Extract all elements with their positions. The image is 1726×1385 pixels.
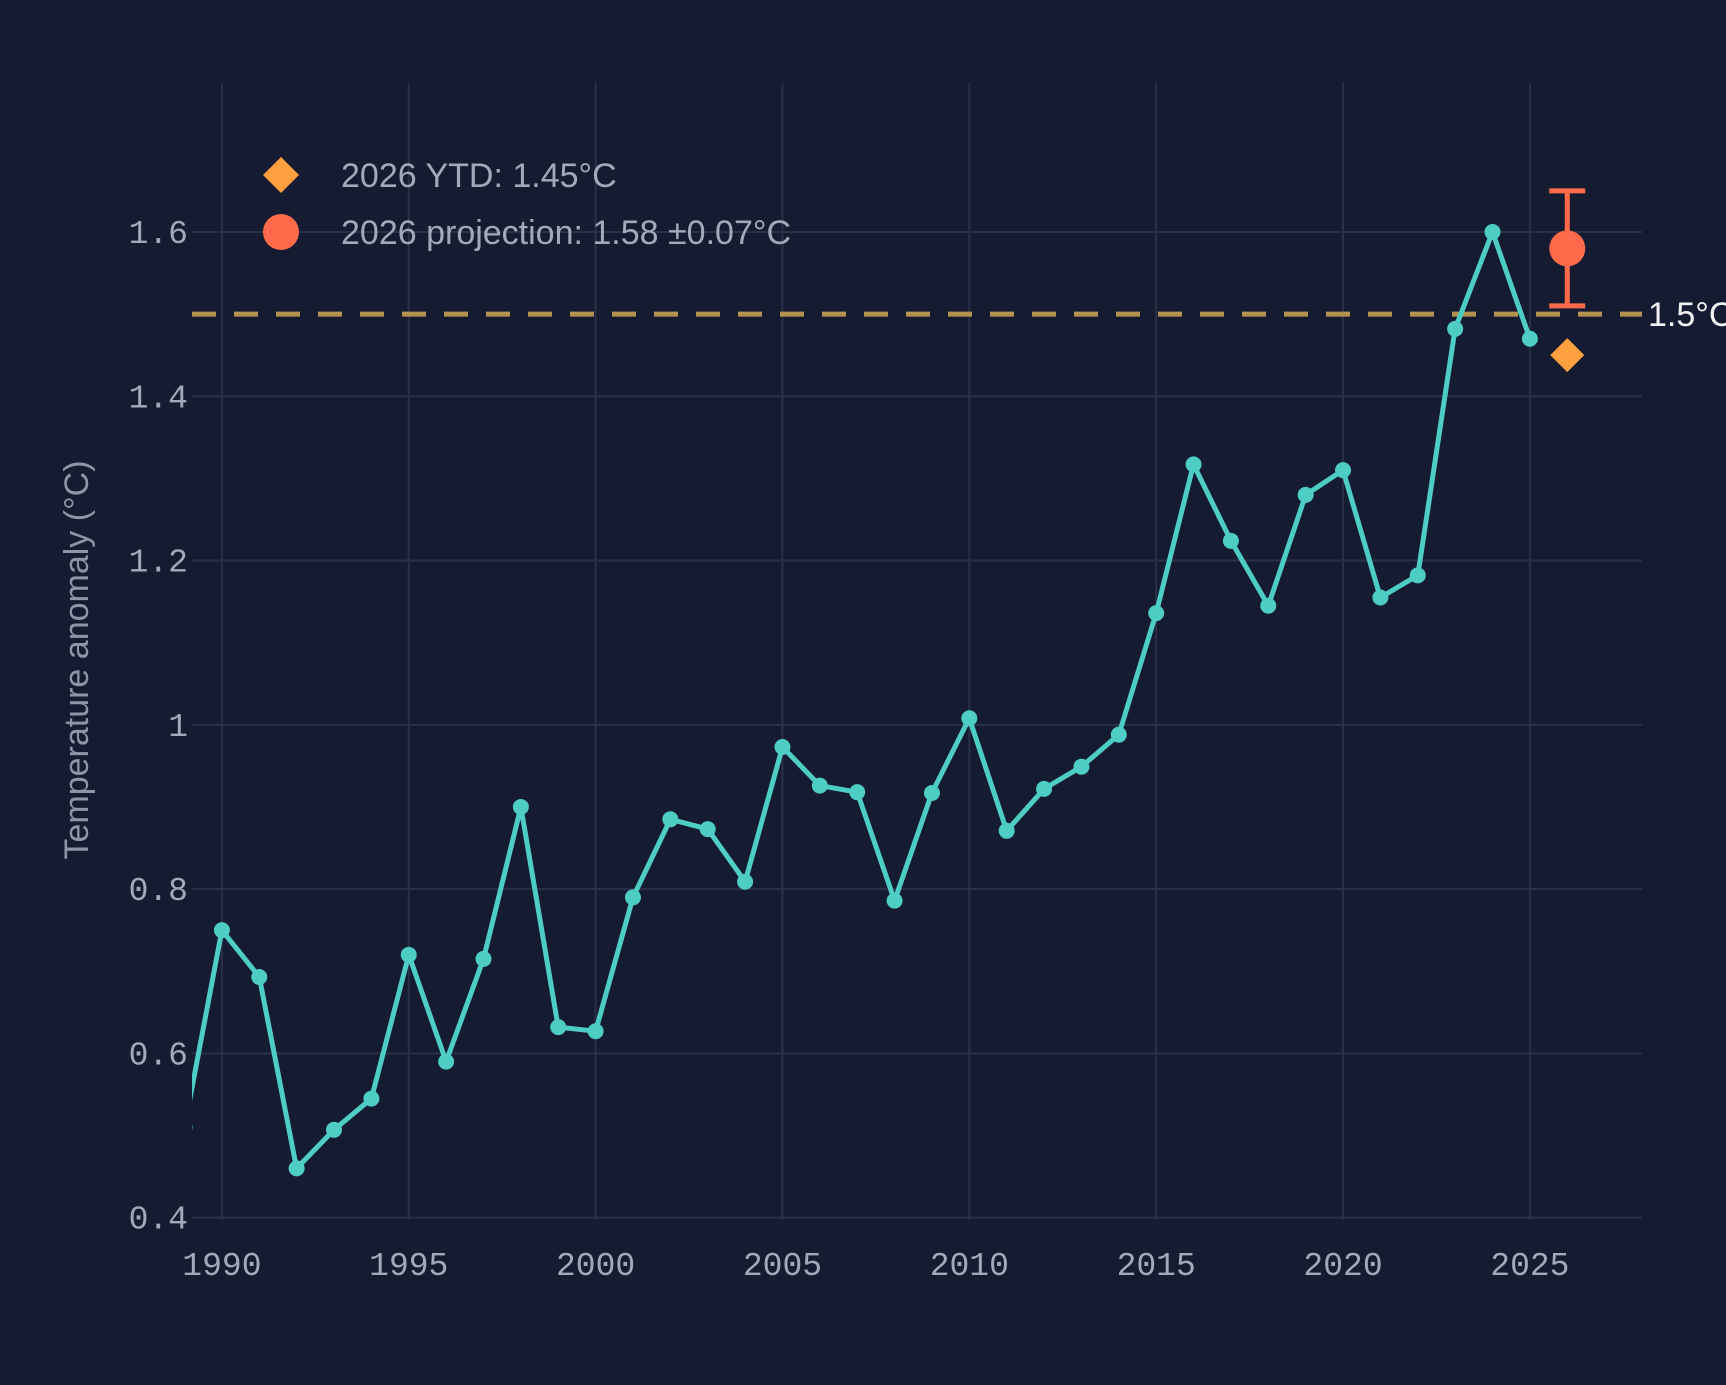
data-point	[251, 969, 268, 985]
x-tick-label: 2020	[1303, 1248, 1382, 1285]
data-point	[587, 1023, 604, 1040]
data-point	[1297, 486, 1314, 503]
reference-line-group: 1.5°C	[192, 296, 1726, 334]
data-point	[1073, 758, 1090, 775]
projection-circle-marker	[1549, 230, 1586, 267]
grid	[192, 83, 1642, 1220]
x-tick-label: 1990	[182, 1248, 261, 1285]
data-point	[363, 1090, 380, 1107]
x-tick-label: 2025	[1490, 1248, 1569, 1285]
legend-ytd-marker	[263, 157, 299, 193]
data-point	[1185, 456, 1202, 473]
y-tick-label: 1.4	[129, 380, 188, 417]
data-point	[326, 1121, 343, 1138]
data-point	[1222, 532, 1239, 549]
data-point	[1110, 726, 1127, 743]
data-point	[438, 1053, 455, 1070]
y-tick-label: 0.8	[129, 873, 188, 910]
x-tick-label: 2015	[1117, 1248, 1196, 1285]
data-point	[849, 784, 866, 801]
y-tick-label: 1.2	[129, 545, 188, 582]
data-point	[213, 922, 230, 939]
y-axis-title: Temperature anomaly (°C)	[58, 460, 96, 859]
data-point	[1484, 223, 1501, 240]
series-group	[192, 223, 1538, 1177]
data-point	[923, 785, 940, 801]
data-point	[961, 710, 978, 727]
data-point	[811, 777, 828, 794]
x-tick-label: 2010	[930, 1248, 1009, 1285]
data-point	[1447, 320, 1464, 337]
y-tick-label: 0.6	[129, 1037, 188, 1074]
y-tick-label: 1	[168, 709, 188, 746]
data-point	[400, 946, 417, 963]
threshold-label: 1.5°C	[1648, 296, 1726, 334]
data-point	[699, 821, 716, 838]
data-point	[624, 889, 641, 906]
data-point	[1372, 589, 1389, 606]
data-point	[550, 1019, 567, 1036]
x-tick-label: 2000	[556, 1248, 635, 1285]
legend-ytd-label: 2026 YTD: 1.45°C	[341, 157, 617, 195]
axes: 1990 1995 2000 2005 2010 2015 2020 2025 0.4 0.6 0.…	[58, 216, 1569, 1285]
data-point	[1260, 597, 1277, 614]
legend: 2026 YTD: 1.45°C 2026 projection: 1.58 ±0…	[263, 157, 791, 252]
legend-projection-marker	[263, 214, 299, 250]
y-tick-label: 1.6	[129, 216, 188, 253]
legend-projection-label: 2026 projection: 1.58 ±0.07°C	[341, 214, 791, 252]
ytd-diamond-marker	[1550, 338, 1585, 373]
data-point	[1335, 462, 1352, 479]
data-point	[512, 798, 529, 815]
data-point	[1036, 780, 1053, 797]
x-tick-label: 2005	[743, 1248, 822, 1285]
data-point	[886, 892, 903, 909]
data-point	[192, 1124, 193, 1131]
y-tick-label: 0.4	[129, 1202, 188, 1239]
data-point	[288, 1160, 305, 1177]
data-point	[475, 950, 492, 967]
anomaly-line	[192, 229, 1533, 1171]
x-tick-label: 1995	[369, 1248, 448, 1285]
data-point	[1148, 605, 1165, 622]
data-point	[737, 873, 754, 890]
data-point	[774, 739, 791, 755]
projection-group	[1549, 188, 1586, 373]
data-point	[998, 822, 1015, 839]
data-point	[1521, 330, 1538, 347]
data-point	[662, 811, 679, 828]
data-point	[1409, 567, 1426, 584]
